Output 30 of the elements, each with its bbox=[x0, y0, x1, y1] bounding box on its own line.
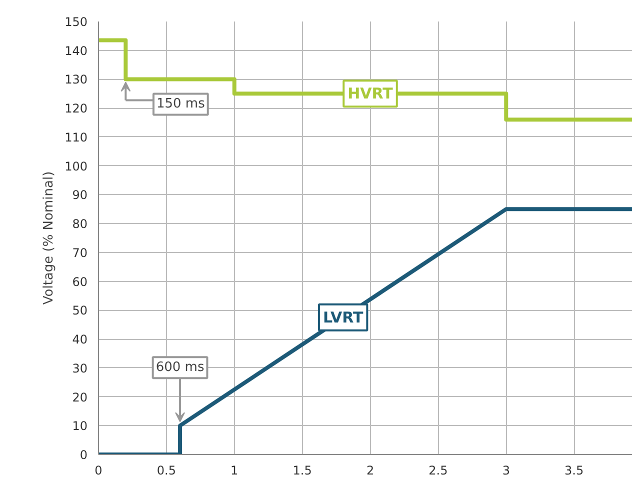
y-tick-label: 150 bbox=[64, 15, 88, 29]
y-axis-title: Voltage (% Nominal) bbox=[42, 171, 57, 305]
x-tick-label: 1 bbox=[230, 464, 238, 478]
y-tick-label: 20 bbox=[72, 390, 88, 404]
x-tick-label: 0 bbox=[94, 464, 102, 478]
series-label: LVRT bbox=[322, 308, 364, 326]
y-tick-label: 30 bbox=[72, 361, 88, 376]
x-tick-label: 3 bbox=[502, 464, 510, 478]
series-label: HVRT bbox=[348, 84, 394, 103]
y-tick-label: 140 bbox=[64, 44, 88, 58]
y-tick-label: 120 bbox=[64, 102, 88, 116]
y-tick-label: 80 bbox=[72, 217, 88, 232]
annotation: 150 ms bbox=[156, 96, 206, 112]
x-tick-label: 0.5 bbox=[156, 464, 176, 478]
y-tick-label: 90 bbox=[72, 188, 88, 202]
y-tick-label: 130 bbox=[64, 72, 88, 87]
x-tick-label: 2.5 bbox=[428, 464, 448, 478]
y-tick-label: 10 bbox=[72, 419, 88, 434]
x-tick-label: 3.5 bbox=[564, 464, 584, 478]
y-tick-label: 50 bbox=[72, 304, 88, 318]
y-tick-label: 0 bbox=[80, 448, 88, 462]
annotation: 600 ms bbox=[156, 360, 204, 376]
y-tick-label: 70 bbox=[72, 246, 88, 260]
line-series bbox=[98, 38, 632, 122]
y-tick-label: 100 bbox=[64, 159, 88, 174]
y-tick-label: 40 bbox=[72, 332, 88, 347]
x-tick-label: 2 bbox=[366, 464, 374, 478]
y-tick-label: 110 bbox=[64, 130, 88, 144]
y-tick-label: 60 bbox=[72, 274, 88, 289]
x-tick-label: 1.5 bbox=[292, 464, 312, 478]
